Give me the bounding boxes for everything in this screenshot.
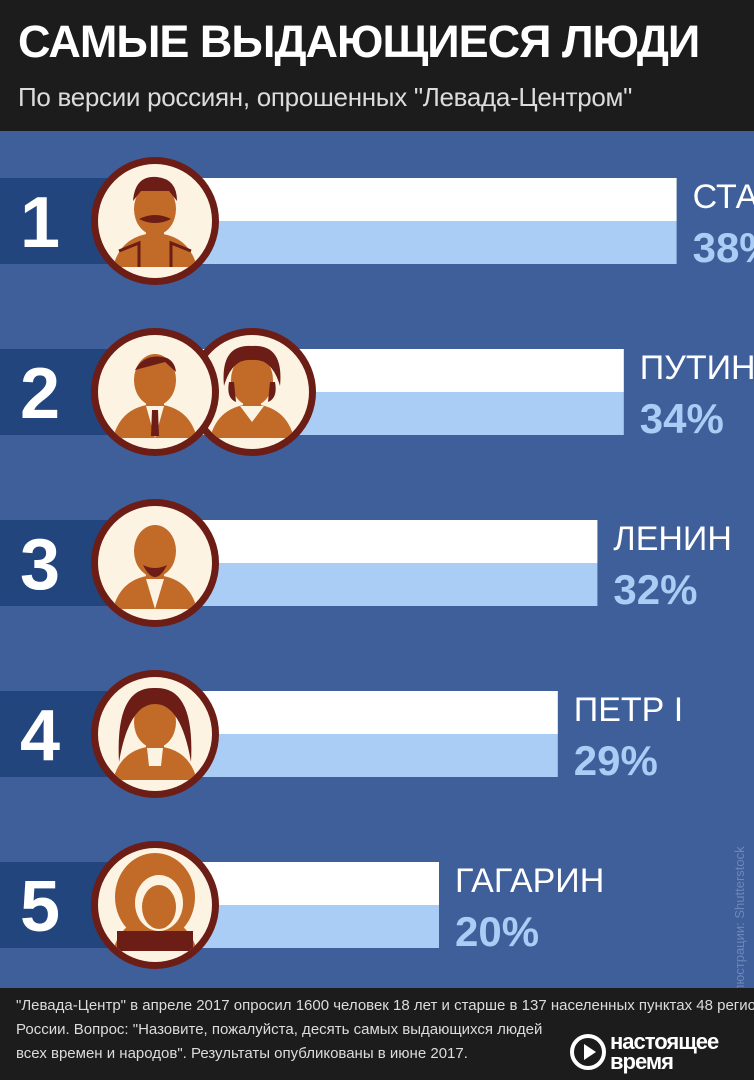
image-credit: Иллюстрации: Shutterstock [732,846,747,1009]
play-icon [570,1034,606,1070]
bar-value-label: 32% [613,566,697,613]
bar-name-label: ПУТИН, ПУШКИН [640,349,754,387]
chart-panel: 1 СТАЛИН 38% 2 ПУТИН, ПУШКИН 34% 3 ЛЕНИН 32% 4 ПЕТ… [0,131,754,988]
bar-value-label: 38% [693,224,754,271]
ranking-chart: 1 СТАЛИН 38% 2 ПУТИН, ПУШКИН 34% 3 ЛЕНИН 32% 4 ПЕТ… [0,131,754,988]
chart-row: 1 СТАЛИН 38% [0,157,754,285]
figure-suit-collar [117,931,193,951]
rank-number: 3 [20,525,60,605]
bar-value-label: 34% [640,395,724,442]
rank-number: 2 [20,354,60,434]
chart-row: 2 ПУТИН, ПУШКИН 34% [0,328,754,456]
chart-row: 3 ЛЕНИН 32% [0,499,732,627]
bar-name-label: ГАГАРИН [455,862,604,900]
footer: "Левада-Центр" в апреле 2017 опросил 160… [0,988,754,1080]
bar-value-label: 29% [574,737,658,784]
chart-row: 4 ПЕТР I 29% [0,670,683,798]
lenin-portrait [91,499,219,627]
bar-name-label: ЛЕНИН [613,520,732,558]
rank-number: 5 [20,867,60,947]
page-subtitle: По версии россиян, опрошенных "Левада-Це… [18,80,632,114]
stalin-portrait [91,157,219,285]
portrait-figure [113,853,197,951]
logo-wordmark-line2: время [610,1052,673,1072]
footnote-line: "Левада-Центр" в апреле 2017 опросил 160… [16,994,754,1018]
putin-portrait [91,328,219,456]
brand-logo[interactable]: настоящее время [570,1030,745,1074]
bar-bottom [175,221,677,264]
bar-name-label: СТАЛИН [693,178,754,216]
gagarin-portrait [91,841,219,969]
figure-tie [151,410,159,436]
bar-value-label: 20% [455,908,539,955]
rank-number: 1 [20,183,60,263]
bar-top [175,178,677,221]
figure-cravat [147,748,163,766]
bar-top [175,691,558,734]
bar-name-label: ПЕТР I [574,691,683,729]
bar-bottom [175,563,597,606]
rank-number: 4 [20,696,60,776]
figure-face [142,885,176,929]
header: САМЫЕ ВЫДАЮЩИЕСЯ ЛЮДИ По версии россиян,… [0,0,754,131]
bar-bottom [175,734,558,777]
page-title: САМЫЕ ВЫДАЮЩИЕСЯ ЛЮДИ [18,12,699,72]
bar-top [175,520,597,563]
peter-i-portrait [91,670,219,798]
chart-row: 5 ГАГАРИН 20% [0,841,604,969]
